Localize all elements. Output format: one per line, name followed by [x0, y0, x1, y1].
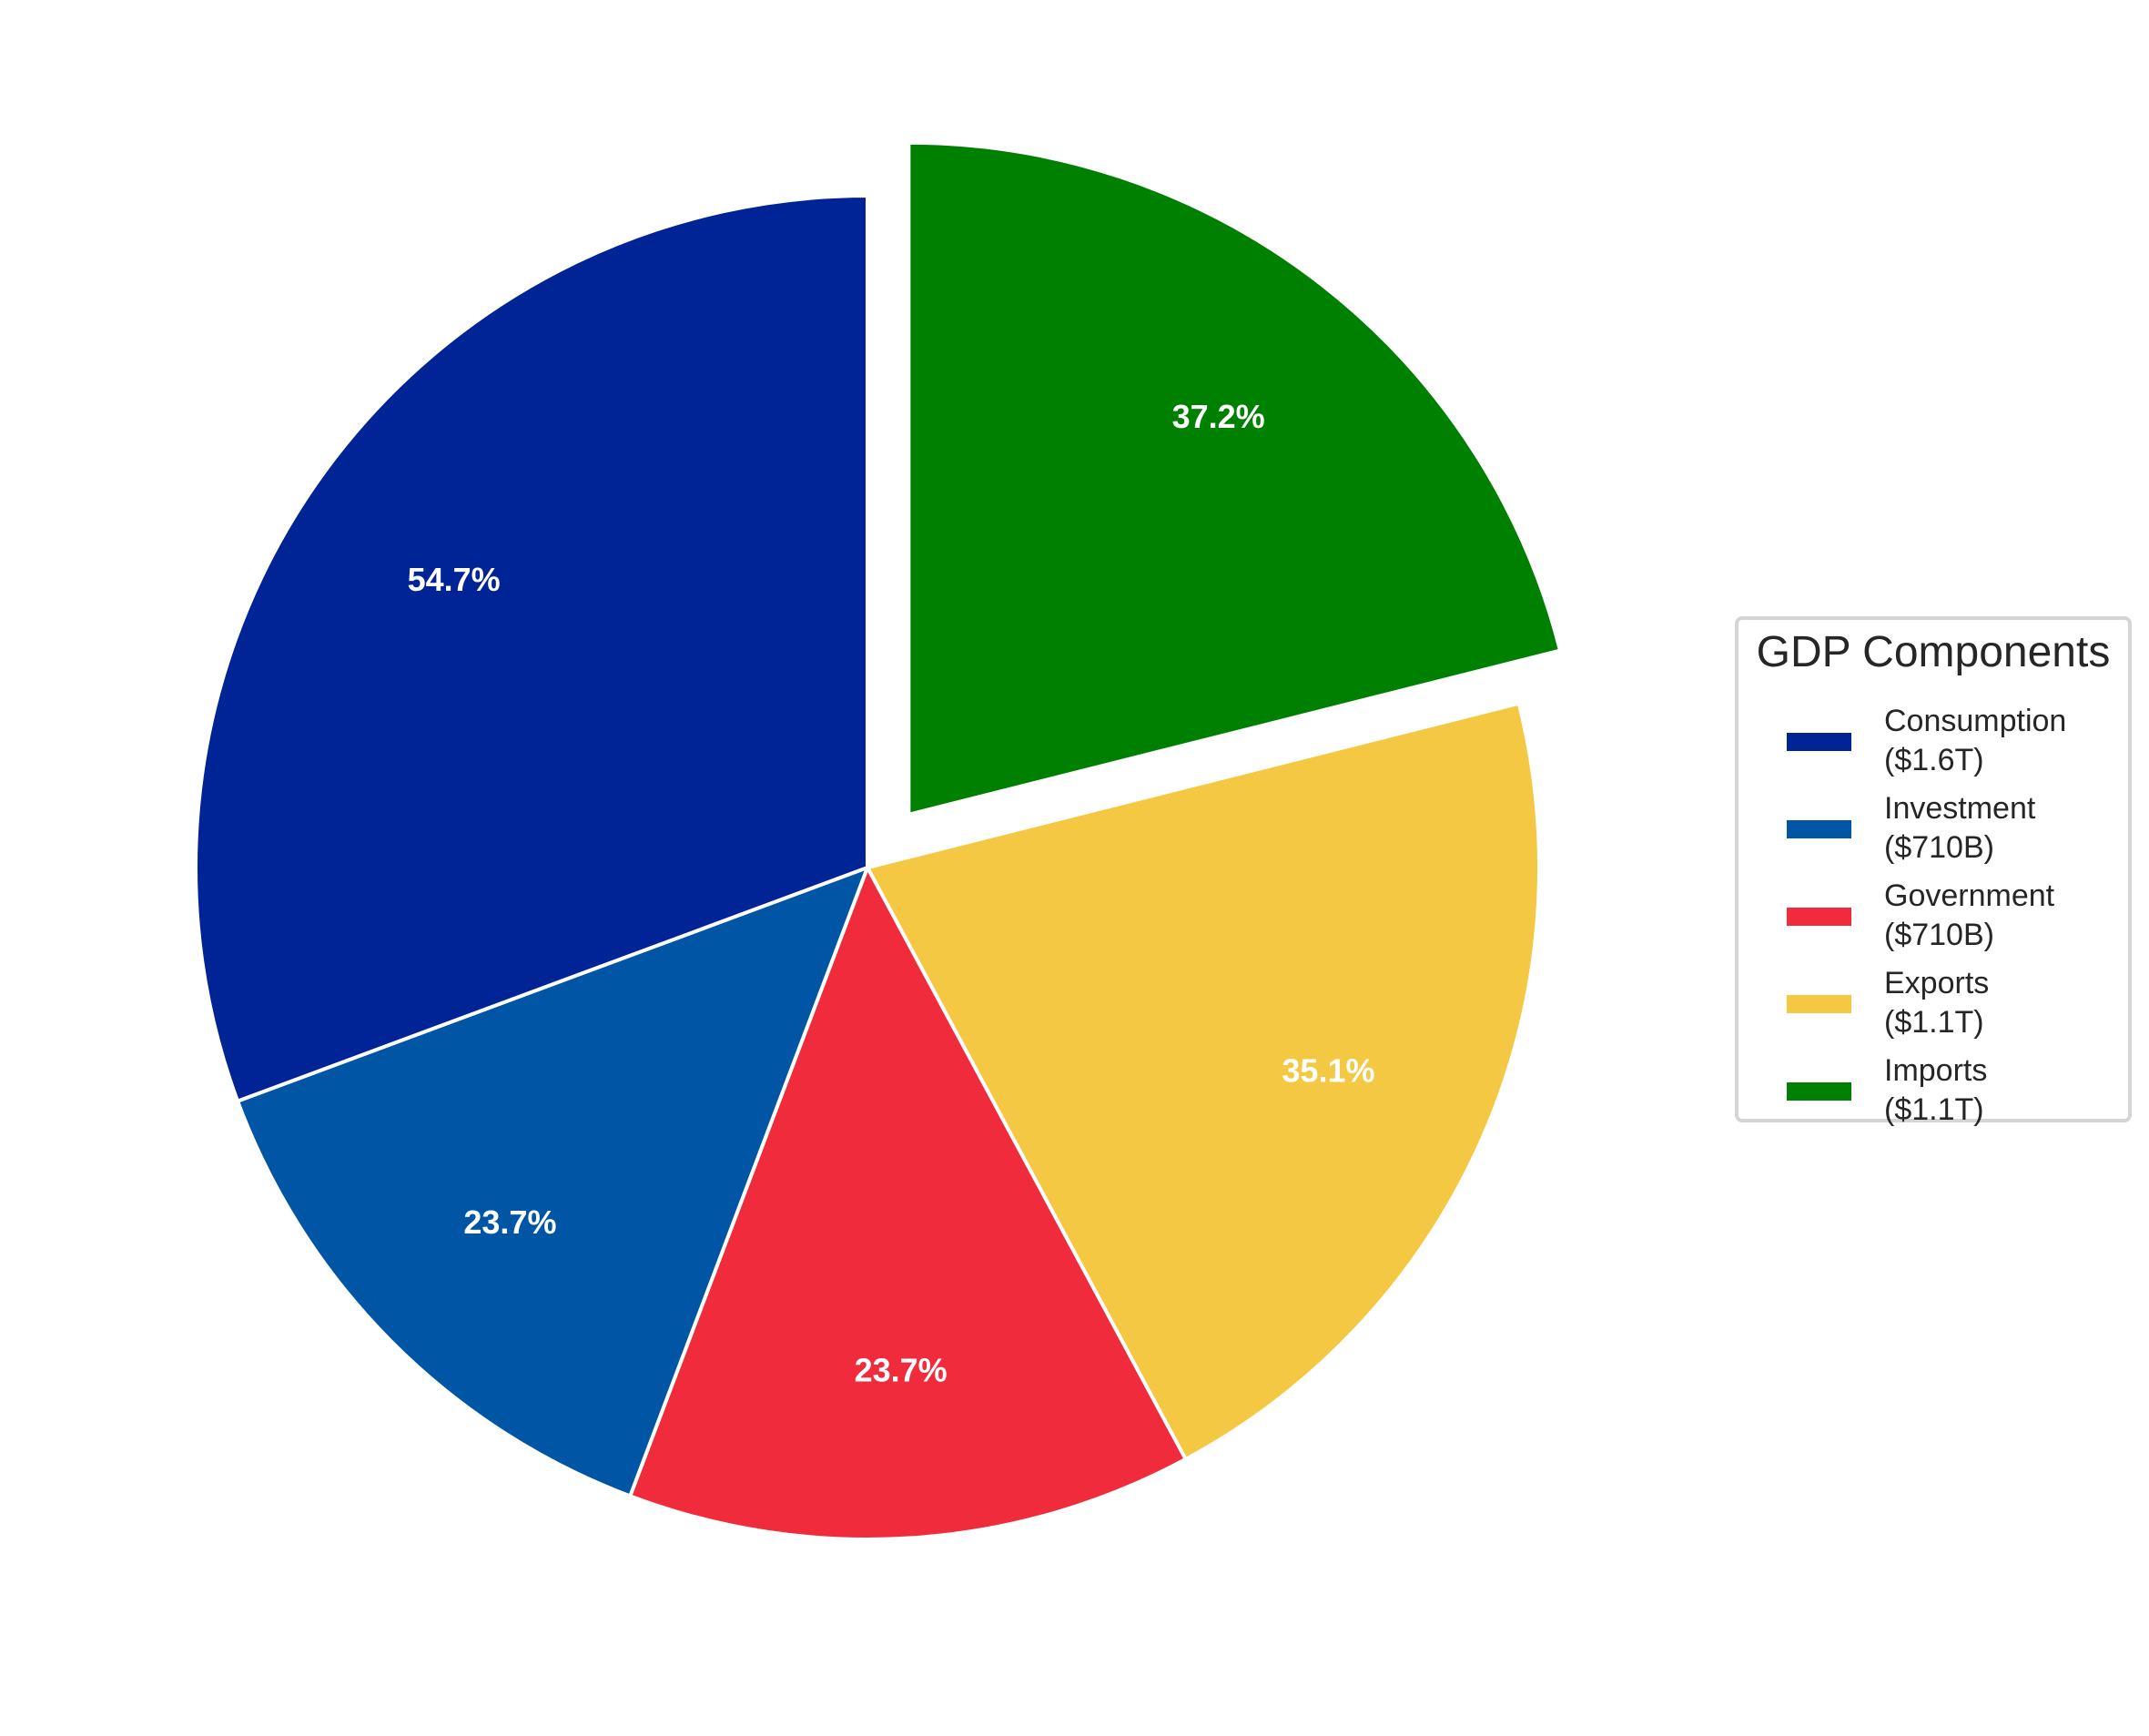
pct-label-government: 23.7%: [855, 1351, 948, 1388]
pie-wedge-investment: [236, 866, 869, 1498]
legend-item-imports: Imports ($1.1T): [1738, 1051, 2128, 1135]
legend-value: ($710B): [1884, 918, 1994, 952]
pct-label-investment: 23.7%: [463, 1203, 556, 1241]
pie-wedges: [194, 140, 1563, 1541]
legend-label: Investment: [1884, 791, 2036, 826]
legend-item-investment: Investment ($710B): [1738, 789, 2128, 873]
pie-wedge-imports: [907, 140, 1563, 817]
legend-value: ($1.1T): [1884, 1005, 1984, 1040]
legend-swatch: [1787, 995, 1851, 1013]
legend-swatch: [1787, 820, 1851, 838]
legend-item-consumption: Consumption ($1.6T): [1738, 702, 2128, 786]
pie-percent-labels: 37.2% 35.1% 23.7% 23.7% 54.7%: [408, 398, 1375, 1388]
legend-value: ($1.6T): [1884, 743, 1984, 777]
legend: GDP Components Consumption ($1.6T) Inves…: [1735, 616, 2132, 1127]
pct-label-exports: 35.1%: [1282, 1051, 1374, 1089]
legend-item-government: Government ($710B): [1738, 877, 2128, 960]
legend-label: Exports: [1884, 966, 1990, 1000]
pie-wedge-exports: [866, 701, 1541, 1461]
legend-swatch: [1787, 1082, 1851, 1101]
pie-wedge-government: [628, 866, 1188, 1541]
legend-item-exports: Exports ($1.1T): [1738, 964, 2128, 1048]
legend-label: Consumption: [1884, 704, 2067, 738]
legend-swatch: [1787, 908, 1851, 926]
legend-swatch: [1787, 733, 1851, 751]
legend-label: Imports: [1884, 1053, 1988, 1088]
pie-wedge-consumption: [194, 194, 869, 1103]
legend-title: GDP Components: [1756, 628, 2111, 676]
legend-value: ($710B): [1884, 830, 1994, 865]
legend-value: ($1.1T): [1884, 1092, 1984, 1127]
pct-label-consumption: 54.7%: [408, 561, 501, 598]
pct-label-imports: 37.2%: [1172, 398, 1265, 435]
legend-label: Government: [1884, 878, 2055, 913]
